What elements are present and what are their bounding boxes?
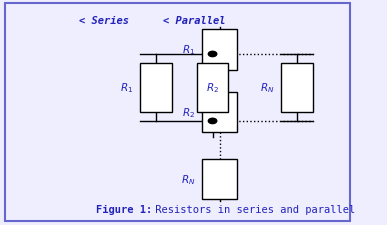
Text: $R_2$: $R_2$ <box>206 81 219 95</box>
Bar <box>202 92 237 133</box>
Text: $R_2$: $R_2$ <box>182 106 195 119</box>
Circle shape <box>208 52 217 57</box>
Bar <box>281 64 313 112</box>
Bar <box>197 64 228 112</box>
Text: < Series: < Series <box>79 16 129 26</box>
Bar <box>202 30 237 70</box>
Text: $R_1$: $R_1$ <box>120 81 134 95</box>
Text: $R_N$: $R_N$ <box>180 172 195 186</box>
Text: $R_1$: $R_1$ <box>182 43 195 57</box>
Text: $R_N$: $R_N$ <box>260 81 274 95</box>
Bar <box>140 64 172 112</box>
Text: Figure 1:: Figure 1: <box>96 204 152 214</box>
Text: < Parallel: < Parallel <box>163 16 226 26</box>
Bar <box>202 159 237 199</box>
Circle shape <box>208 119 217 124</box>
Text: Resistors in series and parallel: Resistors in series and parallel <box>149 204 355 214</box>
FancyBboxPatch shape <box>5 4 350 221</box>
